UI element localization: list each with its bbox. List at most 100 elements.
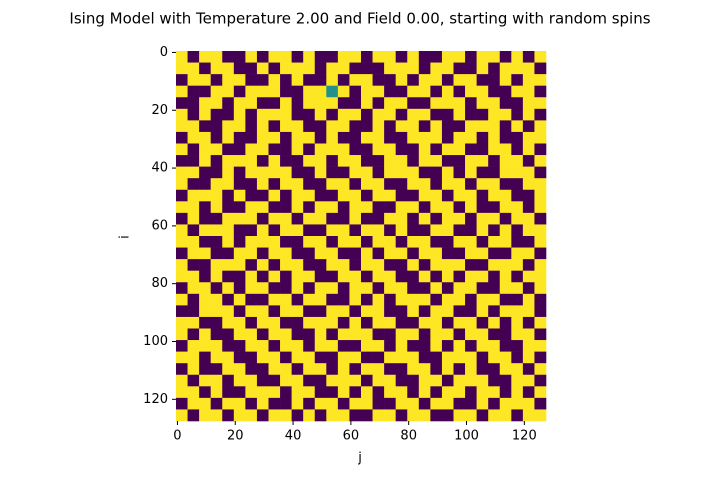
cell: [430, 328, 443, 341]
cell: [349, 51, 362, 63]
cell: [326, 397, 339, 410]
cell: [222, 97, 235, 110]
cell: [499, 224, 512, 237]
cell: [268, 293, 281, 306]
cell: [233, 201, 246, 214]
cell: [280, 178, 292, 191]
cell: [418, 131, 431, 144]
cell: [176, 224, 188, 237]
cell: [291, 270, 304, 283]
cell: [303, 386, 316, 399]
cell: [384, 131, 396, 144]
cell: [314, 236, 327, 248]
cell: [372, 224, 385, 237]
cell: [176, 131, 188, 144]
cell: [187, 293, 200, 306]
cell: [418, 305, 431, 318]
cell: [465, 51, 477, 63]
cell: [395, 351, 408, 364]
cell: [245, 85, 258, 98]
cell: [210, 316, 223, 329]
cell: [222, 259, 235, 271]
cell: [187, 328, 200, 341]
cell: [522, 143, 535, 156]
cell: [245, 259, 258, 271]
cell: [314, 305, 327, 318]
cell: [418, 397, 431, 410]
cell: [395, 247, 408, 260]
cell: [176, 328, 188, 341]
cell: [210, 155, 223, 167]
y-tick-label: 0: [160, 45, 168, 60]
cell: [280, 201, 292, 214]
cell: [488, 155, 501, 167]
cell: [441, 351, 454, 364]
cell: [361, 316, 373, 329]
cell: [384, 270, 396, 283]
cell: [176, 201, 188, 214]
cell: [395, 236, 408, 248]
cell: [430, 363, 443, 376]
cell: [176, 155, 188, 167]
cell: [349, 236, 362, 248]
cell: [384, 374, 396, 387]
cell: [326, 316, 339, 329]
cell: [314, 189, 327, 202]
cell: [280, 386, 292, 399]
cell: [291, 293, 304, 306]
cell: [349, 351, 362, 364]
cell: [418, 270, 431, 283]
cell: [488, 131, 501, 144]
cell: [430, 259, 443, 271]
cell: [210, 143, 223, 156]
cell: [280, 85, 292, 98]
cell: [222, 155, 235, 167]
cell: [326, 293, 339, 306]
cell: [337, 397, 350, 410]
cell: [488, 201, 501, 214]
cell: [395, 293, 408, 306]
cell: [384, 247, 396, 260]
cell: [326, 282, 339, 295]
cell: [534, 293, 547, 306]
cell: [233, 51, 246, 63]
cell: [337, 259, 350, 271]
cell: [326, 51, 339, 63]
cell: [488, 85, 501, 98]
cell: [256, 247, 269, 260]
cell: [441, 397, 454, 410]
cell: [441, 316, 454, 329]
cell: [337, 305, 350, 318]
cell: [522, 305, 535, 318]
cell: [291, 305, 304, 318]
cell: [522, 108, 535, 121]
cell: [384, 293, 396, 306]
cell: [233, 85, 246, 98]
cell: [511, 224, 524, 237]
cell: [245, 189, 258, 202]
cell: [222, 236, 235, 248]
cell: [326, 97, 339, 110]
cell: [499, 74, 512, 86]
cell: [441, 74, 454, 86]
cell: [395, 189, 408, 202]
cell: [337, 409, 350, 422]
cell: [314, 178, 327, 191]
cell: [291, 212, 304, 225]
cell: [187, 409, 200, 422]
cell: [361, 305, 373, 318]
cell: [395, 397, 408, 410]
cell: [418, 282, 431, 295]
cell: [280, 328, 292, 341]
cell: [465, 409, 477, 422]
cell: [384, 166, 396, 179]
cell: [210, 85, 223, 98]
cell: [303, 259, 316, 271]
cell: [314, 62, 327, 75]
cell: [199, 74, 211, 86]
cell: [418, 62, 431, 75]
cell: [314, 166, 327, 179]
cell: [245, 74, 258, 86]
cell: [499, 108, 512, 121]
cell: [268, 120, 281, 133]
